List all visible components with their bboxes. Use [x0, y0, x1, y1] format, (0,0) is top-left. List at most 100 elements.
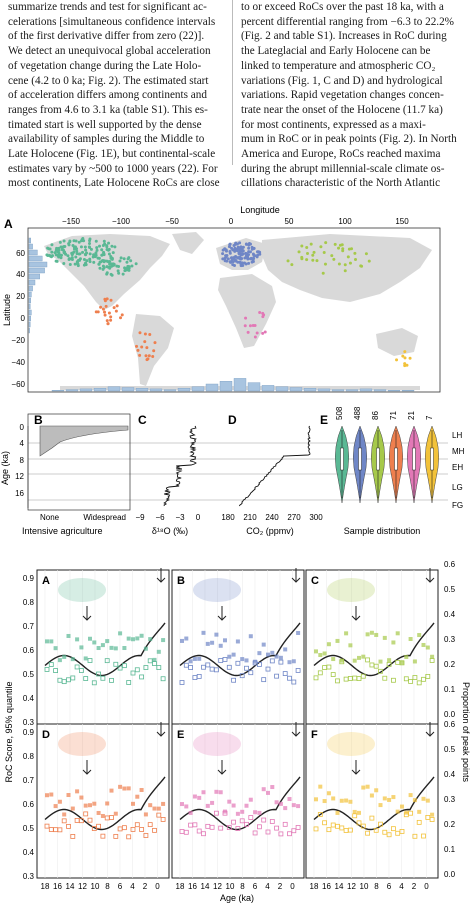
roc-point	[143, 812, 148, 817]
sites-asia	[286, 241, 371, 275]
site-point	[243, 324, 247, 328]
peak-point	[421, 676, 426, 682]
site-point	[77, 258, 81, 262]
period-label: EH	[452, 463, 463, 472]
roc-point	[118, 784, 123, 789]
peak-point	[239, 673, 245, 679]
hist-bar	[247, 382, 261, 392]
roc-point	[235, 639, 240, 644]
lat-tick: −20	[11, 336, 25, 345]
site-point	[85, 259, 89, 263]
peak-point	[109, 815, 114, 820]
site-point	[62, 262, 66, 266]
site-point	[68, 263, 72, 267]
site-point	[105, 319, 109, 323]
panel-letter: E	[320, 413, 328, 427]
hist-bar	[149, 388, 163, 392]
site-point	[247, 261, 251, 265]
site-point	[102, 260, 106, 264]
roc-point	[291, 659, 296, 664]
hist-bar	[28, 321, 31, 328]
roc-tick: 0.3	[23, 718, 35, 727]
roc-point	[421, 796, 426, 801]
peak-point	[326, 664, 332, 670]
peak-point	[53, 668, 58, 673]
panel-letter: C	[311, 575, 319, 587]
peak-tick: 0.4	[444, 770, 456, 779]
sites-oceania	[395, 350, 412, 368]
roc-point	[139, 787, 144, 792]
latitude-label: Latitude	[2, 294, 12, 326]
peak-point	[139, 674, 145, 680]
site-point	[305, 246, 309, 250]
hist-bar	[121, 387, 135, 392]
hist-bar	[205, 383, 219, 392]
peak-point	[113, 661, 119, 667]
hist-bar	[359, 388, 373, 392]
roc-point	[296, 804, 301, 809]
text-line: (Fig. 2 and table S1). Increases in RoC …	[241, 30, 447, 43]
site-point	[103, 297, 107, 301]
site-point	[134, 262, 138, 266]
text-line: cillations characteristic of the North A…	[241, 177, 441, 190]
site-point	[70, 257, 74, 261]
roc-point	[322, 651, 327, 656]
peak-tick: 0.4	[444, 610, 456, 619]
peak-point	[269, 819, 275, 824]
roc-point	[339, 658, 344, 663]
hist-bar	[261, 385, 275, 392]
text-line: of vegetation change during the Late Hol…	[8, 59, 202, 72]
peak-point	[231, 819, 237, 825]
text-line: celerations [simultaneous confidence int…	[8, 15, 216, 28]
roc-point	[382, 635, 387, 640]
peak-point	[61, 818, 67, 824]
roc-point	[92, 801, 97, 806]
peak-point	[416, 680, 422, 686]
site-point	[125, 260, 129, 264]
peak-point	[339, 659, 345, 665]
roc-point	[369, 793, 374, 798]
site-point	[223, 259, 227, 263]
site-point	[403, 364, 407, 368]
roc-point	[291, 803, 296, 808]
fig2-panels: A B C D E F	[36, 568, 439, 879]
left-ticks: 0.9 0.8 0.7 0.6 0.5 0.4 0.3 0.9 0.8 0.7 …	[23, 574, 35, 881]
site-point	[94, 239, 98, 243]
site-point	[136, 348, 140, 352]
age-tick: 16	[188, 882, 197, 891]
roc-point	[391, 640, 396, 645]
lat-tick: 20	[16, 292, 25, 301]
age-tick: 6	[253, 882, 258, 891]
continent-silhouette	[327, 732, 375, 756]
hist-bar	[28, 255, 43, 262]
peak-point	[244, 821, 249, 827]
roc-tick: 0.9	[23, 728, 35, 737]
roc-point	[231, 803, 236, 808]
roc-point	[318, 784, 323, 789]
site-point	[343, 263, 347, 267]
age-tick: 12	[78, 882, 87, 891]
site-point	[110, 244, 114, 248]
site-point	[138, 331, 142, 335]
roc-point	[248, 797, 253, 802]
hist-bar	[289, 387, 303, 392]
site-point	[241, 264, 245, 268]
hist-bar	[51, 390, 65, 392]
site-point	[248, 250, 252, 254]
site-point	[62, 239, 66, 243]
site-point	[239, 245, 243, 249]
roc-point	[105, 801, 110, 806]
text-line: summarize trends and test for significan…	[8, 1, 207, 13]
site-point	[324, 241, 328, 245]
site-point	[88, 257, 92, 261]
site-point	[300, 244, 304, 248]
c-ticks: −9 −6 −3 0	[135, 513, 200, 522]
peak-point	[147, 658, 153, 664]
site-point	[81, 250, 85, 254]
roc-score-label: RoC Score, 95% quantile	[4, 681, 14, 782]
longitude-ticks: −150 −100 −50 0 50 100 150	[62, 217, 409, 226]
peak-point	[360, 823, 366, 829]
hist-bar	[345, 389, 359, 392]
peak-point	[360, 673, 366, 679]
panel-letter: B	[177, 575, 185, 587]
